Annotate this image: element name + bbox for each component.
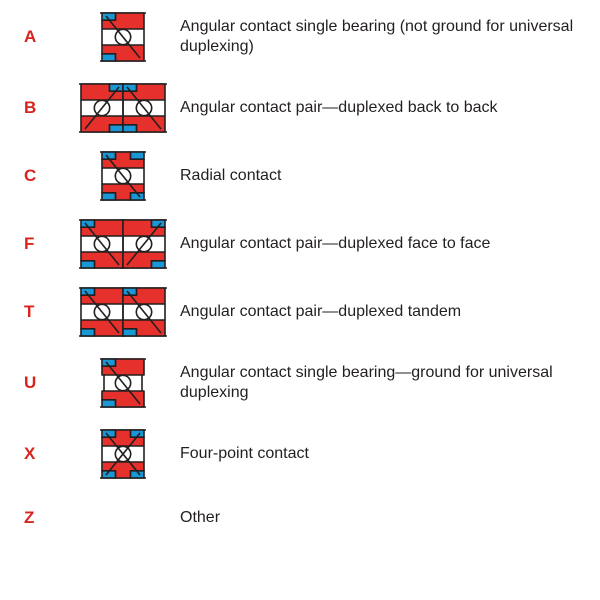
bearing-description: Angular contact single bearing—ground fo… [180,363,600,403]
bearing-code: Z [24,508,66,528]
bearing-description: Angular contact pair—duplexed tandem [180,302,600,322]
bearing-icon [66,150,180,202]
bearing-code: U [24,373,66,393]
legend-row: Z Other [0,488,600,548]
bearing-description: Radial contact [180,166,600,186]
legend-row: C Radial contact [0,142,600,210]
bearing-code: T [24,302,66,322]
bearing-code: C [24,166,66,186]
bearing-icon [66,82,180,134]
bearing-code: B [24,98,66,118]
bearing-icon [66,218,180,270]
bearing-description: Angular contact pair—duplexed back to ba… [180,98,600,118]
bearing-icon [66,286,180,338]
bearing-icon [66,11,180,63]
legend-row: F Angular contact pair—duplexed face to f… [0,210,600,278]
bearing-description: Other [180,508,600,528]
legend-row: U Angular contact single bearing—ground f… [0,346,600,420]
legend-row: X Four-point contact [0,420,600,488]
bearing-description: Angular contact pair—duplexed face to fa… [180,234,600,254]
bearing-icon [66,357,180,409]
legend-row: T Angular contact pair—duplexed tandem [0,278,600,346]
bearing-icon [66,428,180,480]
bearing-code: F [24,234,66,254]
legend-row: A Angular contact single bearing (not gro… [0,0,600,74]
bearing-description: Angular contact single bearing (not grou… [180,17,600,57]
bearing-code: A [24,27,66,47]
legend-row: B Angular contact pair—duplexed back to b… [0,74,600,142]
bearing-description: Four-point contact [180,444,600,464]
bearing-code: X [24,444,66,464]
